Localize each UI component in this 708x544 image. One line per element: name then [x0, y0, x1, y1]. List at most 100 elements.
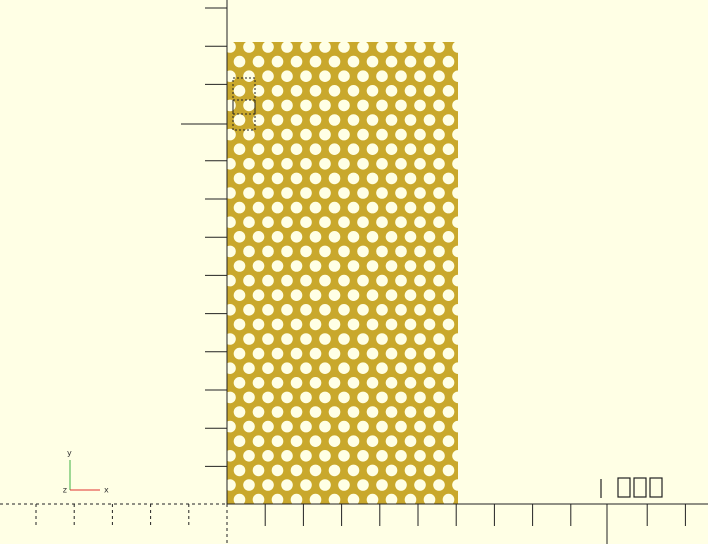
hole — [271, 406, 284, 418]
hole — [290, 172, 303, 185]
hole — [423, 377, 436, 389]
hole — [262, 245, 274, 258]
hole — [271, 260, 284, 272]
hole — [347, 260, 360, 272]
hole — [357, 158, 369, 170]
hole — [376, 391, 388, 404]
gizmo-z-label: z — [63, 486, 67, 495]
hole — [385, 172, 398, 185]
hole — [243, 362, 255, 375]
hole — [414, 274, 426, 287]
hole — [300, 128, 312, 141]
hole — [338, 187, 350, 199]
hole — [233, 143, 246, 155]
hole — [290, 260, 303, 272]
hole — [433, 304, 445, 316]
hole — [452, 42, 458, 53]
hole — [433, 187, 445, 199]
hole — [271, 201, 284, 214]
hole — [452, 187, 458, 199]
hole — [271, 435, 284, 448]
hole — [319, 333, 331, 345]
hole — [252, 55, 265, 68]
scale-glyph — [617, 477, 631, 498]
hole — [252, 172, 265, 185]
hole — [271, 172, 284, 185]
hole — [385, 493, 398, 504]
hole — [433, 42, 445, 53]
hole — [227, 158, 236, 170]
hole — [262, 362, 274, 375]
hole — [300, 479, 312, 491]
hole — [328, 260, 341, 272]
hole — [281, 187, 293, 199]
hole — [442, 231, 455, 243]
hole — [227, 216, 236, 228]
hole — [414, 70, 426, 82]
hole — [271, 143, 284, 155]
hole — [319, 450, 331, 462]
hole — [338, 216, 350, 228]
hole — [262, 304, 274, 316]
hole — [243, 216, 255, 228]
hole — [281, 304, 293, 316]
gizmo-x-label: x — [104, 486, 109, 495]
hole — [357, 245, 369, 258]
hole — [227, 450, 236, 462]
hole — [319, 362, 331, 375]
hole — [442, 347, 455, 360]
hole — [357, 420, 369, 433]
hole — [395, 479, 407, 491]
hole — [262, 479, 274, 491]
hole — [328, 172, 341, 185]
hole — [328, 318, 341, 331]
hole — [347, 318, 360, 331]
hole — [433, 450, 445, 462]
hole — [442, 114, 455, 126]
hole — [290, 464, 303, 477]
hole — [262, 450, 274, 462]
hole — [233, 493, 246, 504]
hole — [347, 85, 360, 97]
hole — [290, 377, 303, 389]
hole — [404, 172, 417, 185]
hole — [281, 362, 293, 375]
hole — [452, 245, 458, 258]
hole — [414, 333, 426, 345]
hole — [404, 435, 417, 448]
hole — [290, 318, 303, 331]
hole — [227, 99, 236, 112]
hole — [319, 245, 331, 258]
hole — [281, 450, 293, 462]
hole — [328, 435, 341, 448]
hole — [262, 99, 274, 112]
hole — [404, 318, 417, 331]
hole — [433, 70, 445, 82]
hole — [271, 464, 284, 477]
hole — [395, 128, 407, 141]
hole — [452, 70, 458, 82]
hole — [227, 42, 236, 53]
hole — [414, 450, 426, 462]
scale-indicator — [600, 477, 663, 498]
hole — [452, 304, 458, 316]
hole — [300, 187, 312, 199]
hole — [376, 274, 388, 287]
hole — [309, 464, 322, 477]
axes-indicator: x y z — [63, 449, 109, 495]
hole — [357, 187, 369, 199]
hole — [319, 42, 331, 53]
hole — [338, 304, 350, 316]
hole — [452, 420, 458, 433]
hole — [290, 231, 303, 243]
hole — [281, 99, 293, 112]
hole — [252, 201, 265, 214]
hole — [319, 128, 331, 141]
hole — [338, 128, 350, 141]
hole — [433, 158, 445, 170]
hole — [452, 479, 458, 491]
hole — [309, 85, 322, 97]
hole — [252, 435, 265, 448]
hole — [376, 187, 388, 199]
hole — [376, 333, 388, 345]
